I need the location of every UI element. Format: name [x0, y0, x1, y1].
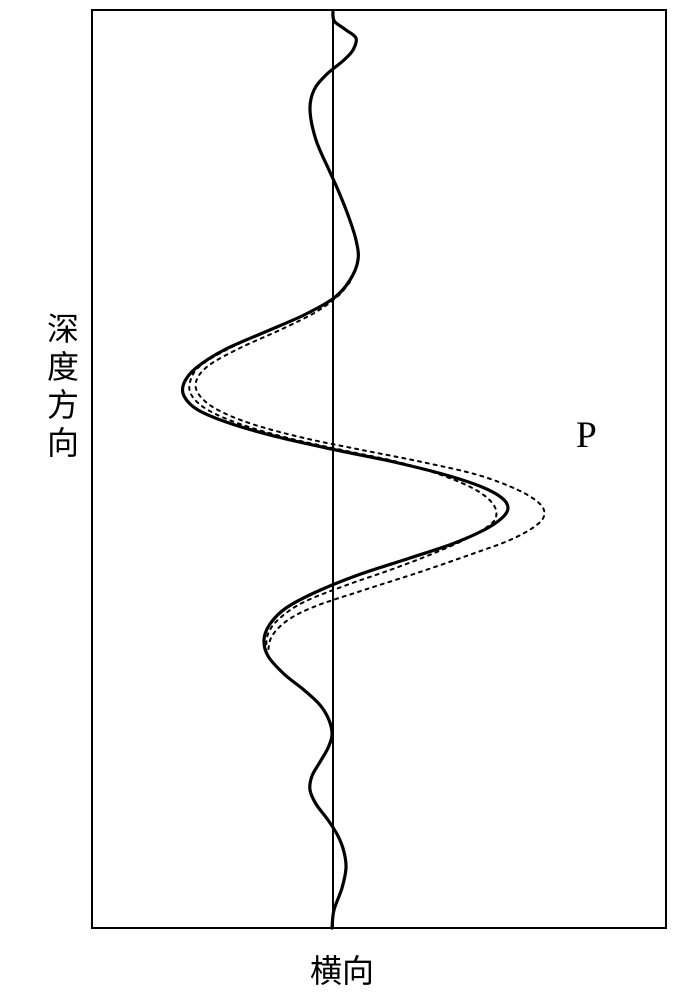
annotation-P: P — [576, 414, 597, 457]
x-axis-label: 横向 — [310, 946, 374, 992]
plot-svg — [0, 0, 696, 1000]
figure-container: 深度方向 横向 P — [0, 0, 696, 1000]
y-axis-label: 深度方向 — [38, 312, 84, 464]
plot-border — [92, 10, 666, 928]
